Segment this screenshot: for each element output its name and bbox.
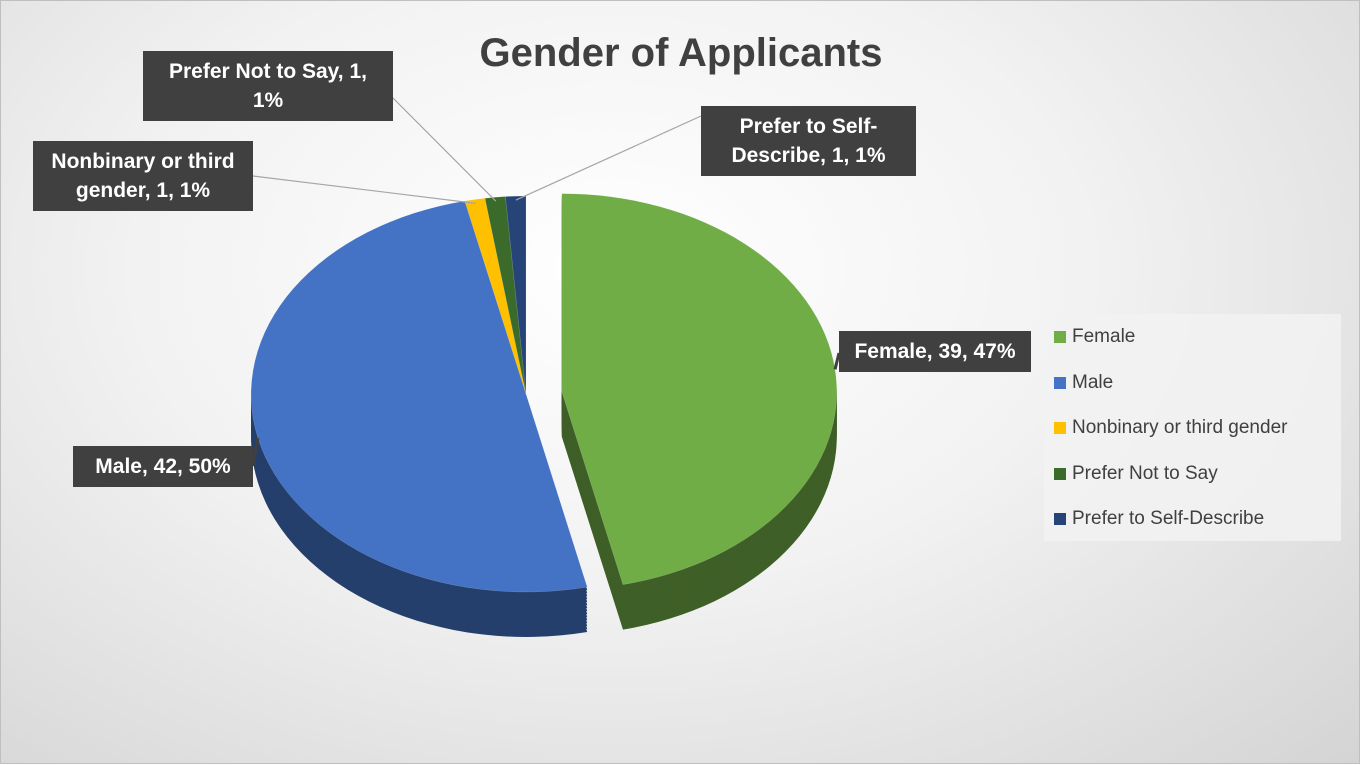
legend-item: Female xyxy=(1054,326,1135,348)
data-label: Male, 42, 50% xyxy=(73,446,253,487)
legend-swatch xyxy=(1054,331,1066,343)
leader-line xyxy=(380,85,497,202)
legend-label: Male xyxy=(1072,371,1114,393)
leader-line xyxy=(251,437,260,467)
legend-swatch xyxy=(1054,513,1066,525)
data-label: Nonbinary or third gender, 1, 1% xyxy=(33,141,253,211)
legend-item: Prefer Not to Say xyxy=(1054,463,1218,485)
leader-line xyxy=(833,352,841,370)
leader-line xyxy=(252,175,476,204)
slice xyxy=(464,197,527,395)
slice xyxy=(561,193,838,585)
legend-swatch xyxy=(1054,422,1066,434)
slice xyxy=(250,200,588,593)
legend-label: Nonbinary or third gender xyxy=(1072,417,1288,438)
data-label: Female, 39, 47% xyxy=(839,331,1031,372)
slice xyxy=(484,196,527,395)
legend-label: Female xyxy=(1072,326,1136,347)
legend-item: Male xyxy=(1054,372,1113,394)
data-label: Prefer to Self-Describe, 1, 1% xyxy=(701,106,916,176)
legend-item: Prefer to Self-Describe xyxy=(1054,508,1264,530)
legend-label: Prefer Not to Say xyxy=(1072,462,1218,484)
leader-line xyxy=(515,115,702,201)
legend-swatch xyxy=(1054,376,1066,389)
legend: Female Male Nonbinary or third gender Prefe… xyxy=(1044,314,1341,541)
data-label: Prefer Not to Say, 1, 1% xyxy=(143,51,393,121)
chart-title: Gender of Applicants xyxy=(479,31,883,75)
legend-label: Prefer to Self-Describe xyxy=(1072,508,1265,529)
legend-swatch xyxy=(1054,467,1066,480)
legend-item: Nonbinary or third gender xyxy=(1054,417,1287,439)
